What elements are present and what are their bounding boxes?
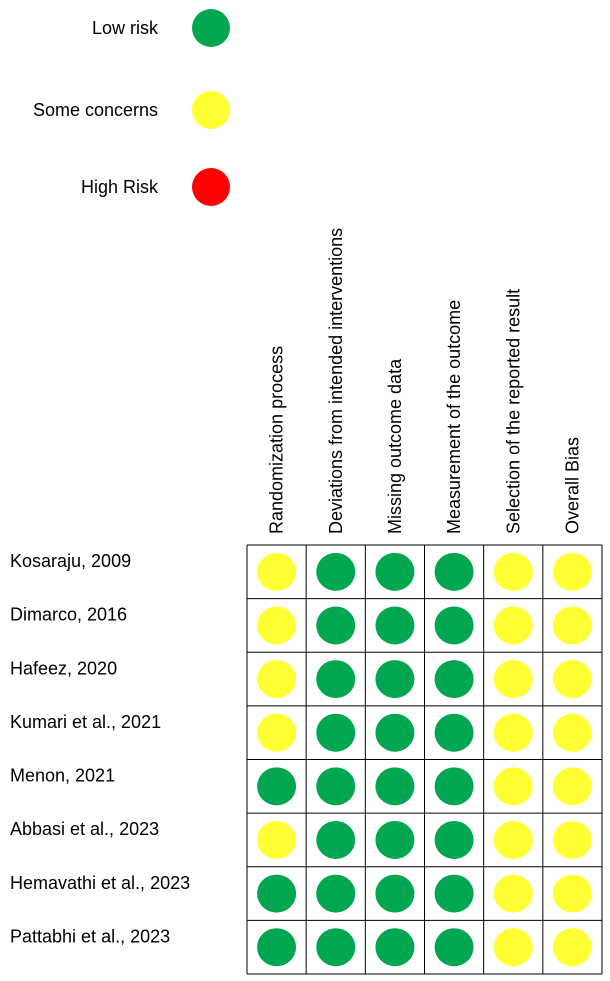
rating-dots xyxy=(257,552,592,967)
study-label: Menon, 2021 xyxy=(10,766,115,786)
rating-dot-some xyxy=(552,874,592,913)
rating-dot-some xyxy=(493,713,533,752)
rating-dot-low xyxy=(257,874,297,913)
domain-header: Selection of the reported result xyxy=(503,289,523,534)
rating-dot-some xyxy=(493,552,533,591)
rating-dot-low xyxy=(434,874,474,913)
rating-dot-low xyxy=(434,820,474,859)
rating-dot-some xyxy=(257,552,297,591)
rating-dot-low xyxy=(375,928,415,967)
rating-dot-low xyxy=(434,713,474,752)
rating-dot-low xyxy=(434,767,474,806)
rating-dot-some xyxy=(257,820,297,859)
legend-dot-low xyxy=(192,9,230,47)
rating-dot-low xyxy=(316,928,356,967)
legend-dot-high xyxy=(192,168,230,206)
study-label: Hemavathi et al., 2023 xyxy=(10,873,190,893)
domain-header: Measurement of the outcome xyxy=(444,300,464,534)
domain-header: Randomization process xyxy=(267,346,287,534)
rating-dot-low xyxy=(375,820,415,859)
grid xyxy=(246,544,603,975)
legend: Low risk Some concerns High Risk xyxy=(33,9,230,206)
rating-dot-low xyxy=(434,928,474,967)
rating-dot-some xyxy=(552,713,592,752)
rating-dot-some xyxy=(257,713,297,752)
domain-header: Overall Bias xyxy=(562,437,582,534)
rating-dot-low xyxy=(316,874,356,913)
legend-label-some: Some concerns xyxy=(33,100,158,120)
rating-dot-low xyxy=(434,606,474,645)
rating-dot-low xyxy=(375,660,415,699)
rating-dot-low xyxy=(375,713,415,752)
rating-dot-low xyxy=(434,660,474,699)
rating-dot-some xyxy=(493,767,533,806)
rating-dot-some xyxy=(493,606,533,645)
study-label: Pattabhi et al., 2023 xyxy=(10,926,170,946)
rating-dot-some xyxy=(257,660,297,699)
rating-dot-low xyxy=(316,820,356,859)
rating-dot-some xyxy=(493,874,533,913)
rating-dot-some xyxy=(493,928,533,967)
study-label: Kosaraju, 2009 xyxy=(10,551,131,571)
study-label: Abbasi et al., 2023 xyxy=(10,819,159,839)
rating-dot-low xyxy=(316,767,356,806)
rating-dot-some xyxy=(552,928,592,967)
rating-dot-some xyxy=(552,606,592,645)
rating-dot-low xyxy=(257,928,297,967)
rating-dot-low xyxy=(375,552,415,591)
rating-dot-some xyxy=(552,820,592,859)
rating-dot-some xyxy=(257,606,297,645)
study-label: Hafeez, 2020 xyxy=(10,658,117,678)
rating-dot-some xyxy=(493,820,533,859)
study-label: Dimarco, 2016 xyxy=(10,605,127,625)
study-labels: Kosaraju, 2009 Dimarco, 2016 Hafeez, 2020 K… xyxy=(10,551,190,946)
legend-label-high: High Risk xyxy=(81,177,159,197)
rating-dot-low xyxy=(257,767,297,806)
study-label: Kumari et al., 2021 xyxy=(10,712,161,732)
rating-dot-some xyxy=(552,552,592,591)
domain-headers: Randomization process Deviations from int… xyxy=(267,228,583,534)
domain-header: Deviations from intended interventions xyxy=(326,228,346,534)
rating-dot-low xyxy=(375,874,415,913)
rating-dot-low xyxy=(316,660,356,699)
rating-dot-low xyxy=(434,552,474,591)
legend-dot-some xyxy=(192,91,230,129)
rating-dot-low xyxy=(375,606,415,645)
rating-dot-low xyxy=(375,767,415,806)
rating-dot-some xyxy=(552,767,592,806)
rating-dot-some xyxy=(552,660,592,699)
rating-dot-low xyxy=(316,606,356,645)
rating-dot-some xyxy=(493,660,533,699)
legend-label-low: Low risk xyxy=(92,18,159,38)
domain-header: Missing outcome data xyxy=(385,358,405,534)
rating-dot-low xyxy=(316,552,356,591)
rating-dot-low xyxy=(316,713,356,752)
